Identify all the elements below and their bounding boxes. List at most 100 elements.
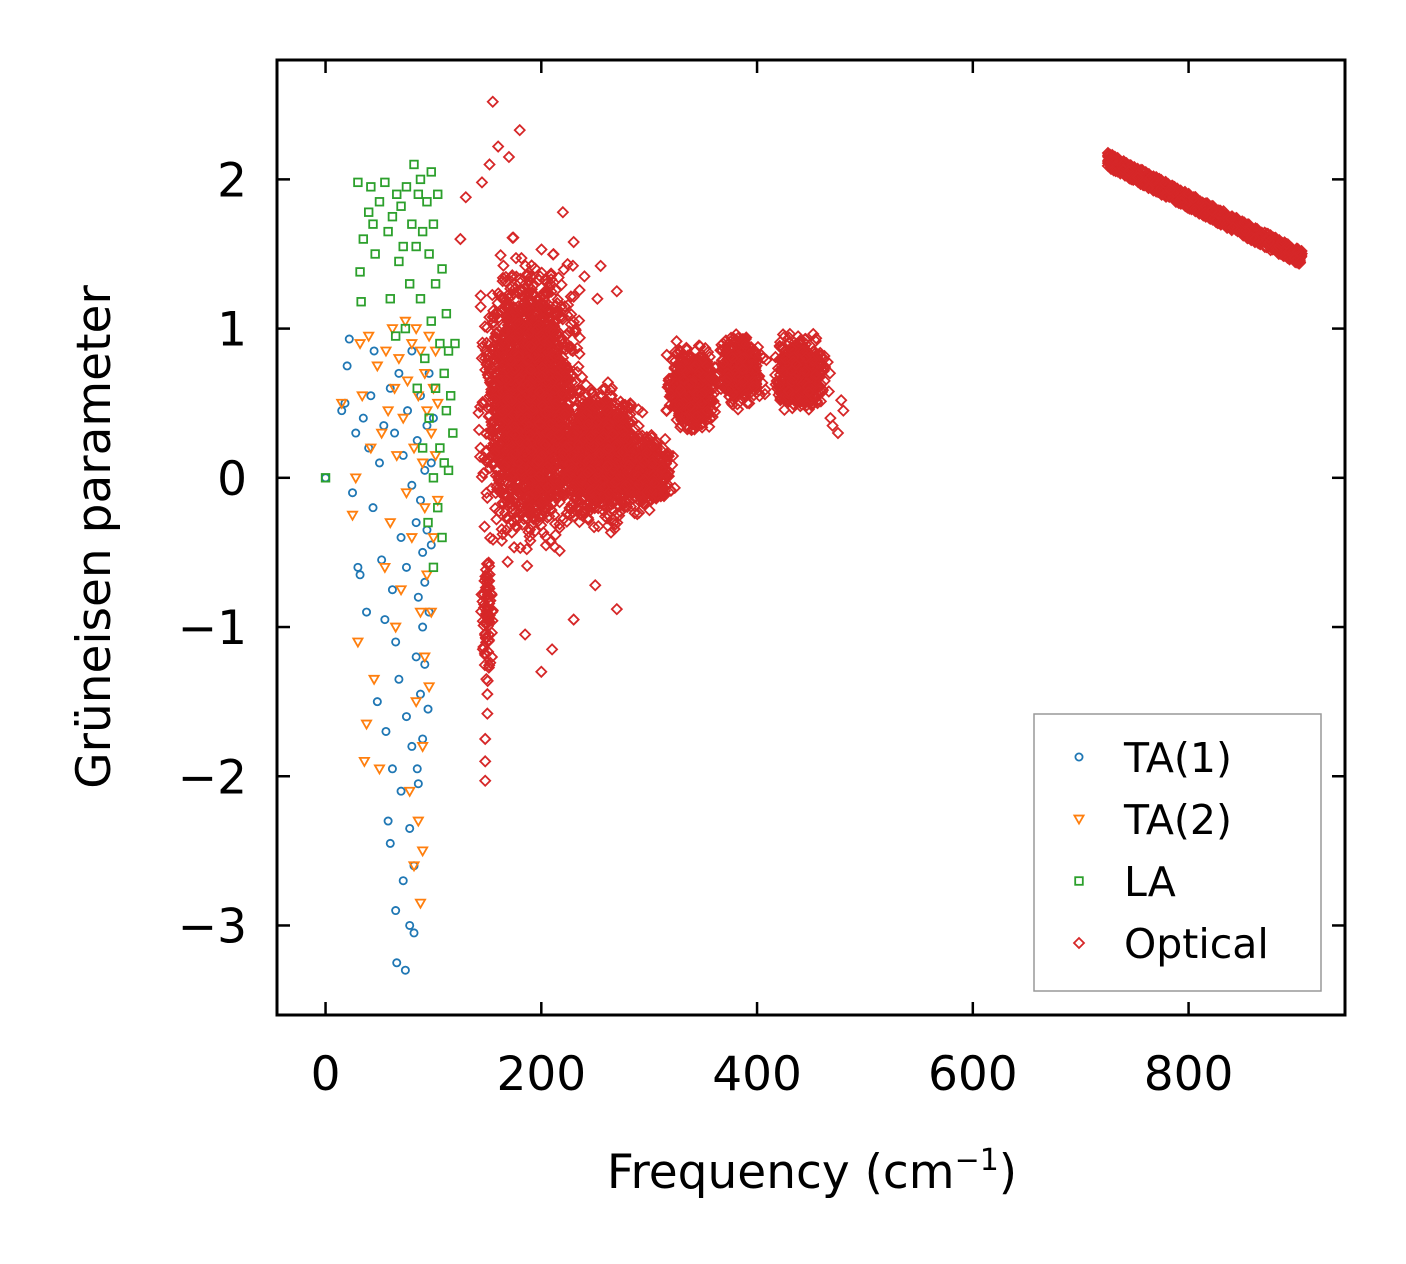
data-point bbox=[485, 650, 499, 664]
data-point bbox=[520, 542, 534, 556]
data-point bbox=[525, 282, 539, 296]
data-point bbox=[424, 413, 434, 423]
data-point bbox=[425, 428, 438, 440]
data-point bbox=[355, 570, 365, 580]
data-point bbox=[592, 463, 605, 476]
data-point bbox=[387, 211, 398, 222]
data-point bbox=[508, 316, 522, 330]
data-point bbox=[522, 287, 535, 301]
data-point bbox=[573, 395, 586, 408]
data-point bbox=[544, 272, 558, 286]
data-point bbox=[554, 452, 567, 466]
data-point bbox=[523, 474, 537, 488]
data-point bbox=[541, 481, 555, 494]
data-point bbox=[567, 290, 580, 303]
data-point bbox=[673, 398, 686, 411]
data-point bbox=[418, 369, 431, 380]
data-point bbox=[561, 361, 574, 374]
data-point bbox=[375, 428, 388, 440]
data-point bbox=[495, 404, 509, 418]
data-point bbox=[481, 491, 494, 505]
data-point bbox=[417, 226, 428, 237]
data-point bbox=[355, 267, 365, 277]
data-point bbox=[412, 816, 425, 828]
data-point bbox=[401, 376, 414, 388]
data-point bbox=[356, 297, 366, 307]
data-point bbox=[397, 413, 410, 425]
data-point bbox=[401, 712, 411, 722]
data-point bbox=[420, 353, 430, 364]
data-point bbox=[592, 519, 605, 533]
data-point bbox=[504, 320, 518, 334]
data-point bbox=[431, 495, 444, 507]
data-point bbox=[582, 395, 596, 409]
data-point bbox=[602, 418, 616, 431]
data-point bbox=[512, 401, 525, 414]
data-point bbox=[708, 405, 722, 419]
data-point bbox=[477, 467, 490, 480]
data-point bbox=[530, 300, 544, 313]
data-point bbox=[371, 361, 384, 373]
data-point bbox=[684, 399, 697, 413]
data-point bbox=[616, 445, 629, 459]
data-point bbox=[422, 331, 436, 343]
data-point bbox=[541, 338, 555, 351]
data-point bbox=[525, 314, 539, 328]
data-point bbox=[479, 344, 493, 357]
data-point bbox=[592, 483, 606, 497]
data-point bbox=[522, 502, 536, 516]
data-point bbox=[418, 652, 431, 664]
data-point bbox=[695, 397, 709, 410]
data-point bbox=[522, 353, 535, 366]
data-point bbox=[535, 370, 549, 384]
data-point bbox=[575, 370, 589, 384]
data-point bbox=[358, 756, 371, 768]
data-point bbox=[517, 401, 530, 415]
data-point bbox=[688, 360, 702, 373]
data-point bbox=[366, 391, 376, 401]
data-point bbox=[404, 279, 415, 289]
data-point bbox=[555, 394, 569, 408]
data-point bbox=[539, 538, 553, 552]
data-point bbox=[392, 189, 402, 199]
data-point bbox=[387, 764, 397, 774]
data-point bbox=[683, 389, 696, 402]
data-point bbox=[542, 405, 556, 419]
data-point bbox=[612, 464, 626, 477]
data-point bbox=[593, 398, 607, 411]
data-point bbox=[417, 443, 428, 453]
data-point bbox=[630, 507, 644, 521]
data-point bbox=[407, 443, 421, 455]
data-point bbox=[660, 348, 674, 362]
data-point bbox=[420, 465, 430, 475]
data-point bbox=[594, 433, 607, 446]
data-point bbox=[387, 585, 397, 595]
data-point bbox=[517, 512, 531, 526]
data-point bbox=[573, 515, 586, 529]
data-point bbox=[509, 251, 523, 265]
data-point bbox=[528, 348, 541, 362]
data-point bbox=[500, 455, 514, 469]
data-point bbox=[410, 324, 423, 336]
data-point bbox=[541, 302, 555, 316]
data-point bbox=[584, 429, 598, 443]
data-point bbox=[698, 385, 712, 399]
data-point bbox=[564, 290, 578, 303]
data-points bbox=[320, 95, 1308, 975]
data-point bbox=[407, 741, 417, 751]
data-point bbox=[511, 455, 525, 469]
data-point bbox=[428, 219, 439, 229]
data-point bbox=[415, 174, 426, 185]
data-point bbox=[390, 451, 403, 462]
data-point bbox=[549, 528, 562, 542]
data-point bbox=[547, 430, 561, 444]
data-point bbox=[559, 440, 573, 454]
data-point bbox=[372, 697, 382, 707]
data-point bbox=[674, 383, 687, 397]
data-point bbox=[572, 438, 585, 452]
data-point bbox=[485, 626, 499, 640]
data-point bbox=[501, 403, 514, 417]
data-point bbox=[567, 428, 580, 441]
data-point bbox=[540, 390, 554, 404]
data-point bbox=[430, 383, 441, 393]
